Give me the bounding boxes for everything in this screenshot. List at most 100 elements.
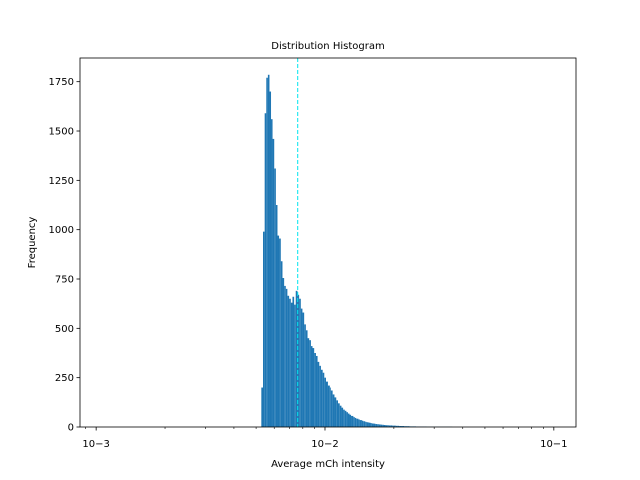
histogram-bar (271, 119, 273, 428)
histogram-bar (370, 423, 372, 427)
histogram-bar (385, 425, 388, 427)
histogram-bar (343, 409, 345, 427)
histogram-bar (387, 425, 389, 427)
histogram-bar (267, 74, 270, 427)
histogram-bar (275, 205, 278, 427)
histogram-bar (320, 369, 323, 427)
histogram-bar (266, 77, 268, 428)
histogram-bar (347, 413, 350, 427)
histogram-bar (280, 261, 283, 427)
histogram-bar (334, 397, 337, 427)
y-tick-label: 0 (68, 423, 74, 434)
histogram-bar (322, 372, 325, 427)
histogram-bar (277, 235, 280, 427)
histogram-bar (274, 168, 276, 427)
histogram-bar (368, 422, 371, 427)
histogram-bar (393, 425, 396, 427)
histogram-bar (380, 424, 383, 427)
histogram-bar (349, 414, 352, 427)
histogram-bar (338, 403, 340, 427)
histogram-bar (351, 415, 354, 427)
histogram-bar (282, 278, 285, 427)
histogram-bar (319, 365, 321, 427)
y-tick-label: 1250 (49, 176, 74, 187)
histogram-bar (284, 285, 286, 427)
histogram-bar (383, 425, 386, 427)
histogram-bar (312, 348, 315, 427)
histogram-bar (366, 422, 369, 427)
histogram-bar (272, 138, 275, 427)
histogram-bar (401, 426, 403, 427)
histogram-bar (371, 423, 374, 427)
histogram-bar (344, 410, 347, 427)
x-tick-label: 10−2 (311, 439, 338, 450)
histogram-bar (261, 387, 264, 427)
histogram-bar (341, 407, 344, 427)
histogram-bar (302, 312, 305, 427)
y-tick-label: 750 (55, 275, 74, 286)
histogram-bar (388, 425, 391, 427)
histogram-bar (285, 288, 288, 427)
histogram-bar (359, 420, 362, 427)
histogram-bar (269, 91, 272, 427)
histogram-bar (314, 353, 316, 427)
histogram-bar (299, 298, 301, 427)
histogram-bars (261, 74, 453, 428)
x-axis-label: Average mCh intensity (271, 459, 385, 470)
y-tick-label: 500 (55, 324, 74, 335)
histogram-bar (297, 294, 300, 427)
histogram-bar (363, 421, 366, 427)
y-tick-label: 1500 (49, 127, 74, 138)
histogram-bar (309, 340, 311, 427)
histogram-bar (332, 394, 335, 427)
histogram-bar (365, 421, 367, 427)
x-axis: 10−3 10−2 10−1 (82, 427, 568, 450)
histogram-bar (315, 355, 318, 427)
y-tick-label: 250 (55, 373, 74, 384)
histogram-bar (294, 304, 296, 427)
x-tick-label: 10−1 (540, 439, 567, 450)
histogram-bar (356, 418, 359, 427)
histogram-bar (287, 295, 290, 427)
y-axis: 0 250 500 750 1000 1250 1500 1750 (49, 77, 80, 434)
histogram-bar (264, 113, 267, 427)
histogram-bar (378, 424, 381, 427)
histogram-bar (339, 405, 342, 427)
histogram-bar (325, 381, 328, 427)
histogram-bar (361, 420, 364, 427)
histogram-bar (327, 385, 330, 427)
histogram-bar (305, 330, 308, 427)
histogram-bar (289, 298, 291, 427)
histogram-bar (329, 387, 331, 427)
histogram-bar (292, 296, 295, 427)
histogram-bar (358, 419, 360, 427)
chart-title: Distribution Histogram (271, 41, 384, 52)
histogram-bar (263, 231, 265, 427)
histogram-bar (307, 338, 310, 427)
plot-frame (79, 57, 577, 428)
y-tick-label: 1000 (49, 225, 74, 236)
histogram-bar (310, 346, 313, 427)
histogram-bar (317, 361, 320, 427)
histogram-bar (399, 426, 402, 427)
histogram-bar (300, 308, 303, 427)
histogram-bar (377, 424, 379, 427)
x-tick-label: 10−3 (82, 439, 109, 450)
histogram-bar (392, 425, 394, 427)
histogram-bar (395, 425, 398, 427)
histogram-bar (390, 425, 393, 427)
histogram-bar (354, 417, 357, 427)
histogram-bar (397, 425, 400, 427)
histogram-bar (295, 290, 298, 427)
histogram-bar (353, 417, 355, 427)
histogram-bar (324, 377, 326, 427)
histogram-bar (290, 302, 293, 427)
histogram-bar (346, 412, 348, 427)
histogram-bar (382, 424, 384, 427)
y-tick-label: 1750 (49, 77, 74, 88)
histogram-bar (330, 390, 333, 427)
histogram-bar (402, 426, 405, 427)
y-axis-label: Frequency (27, 217, 38, 269)
histogram-bar (373, 423, 376, 427)
